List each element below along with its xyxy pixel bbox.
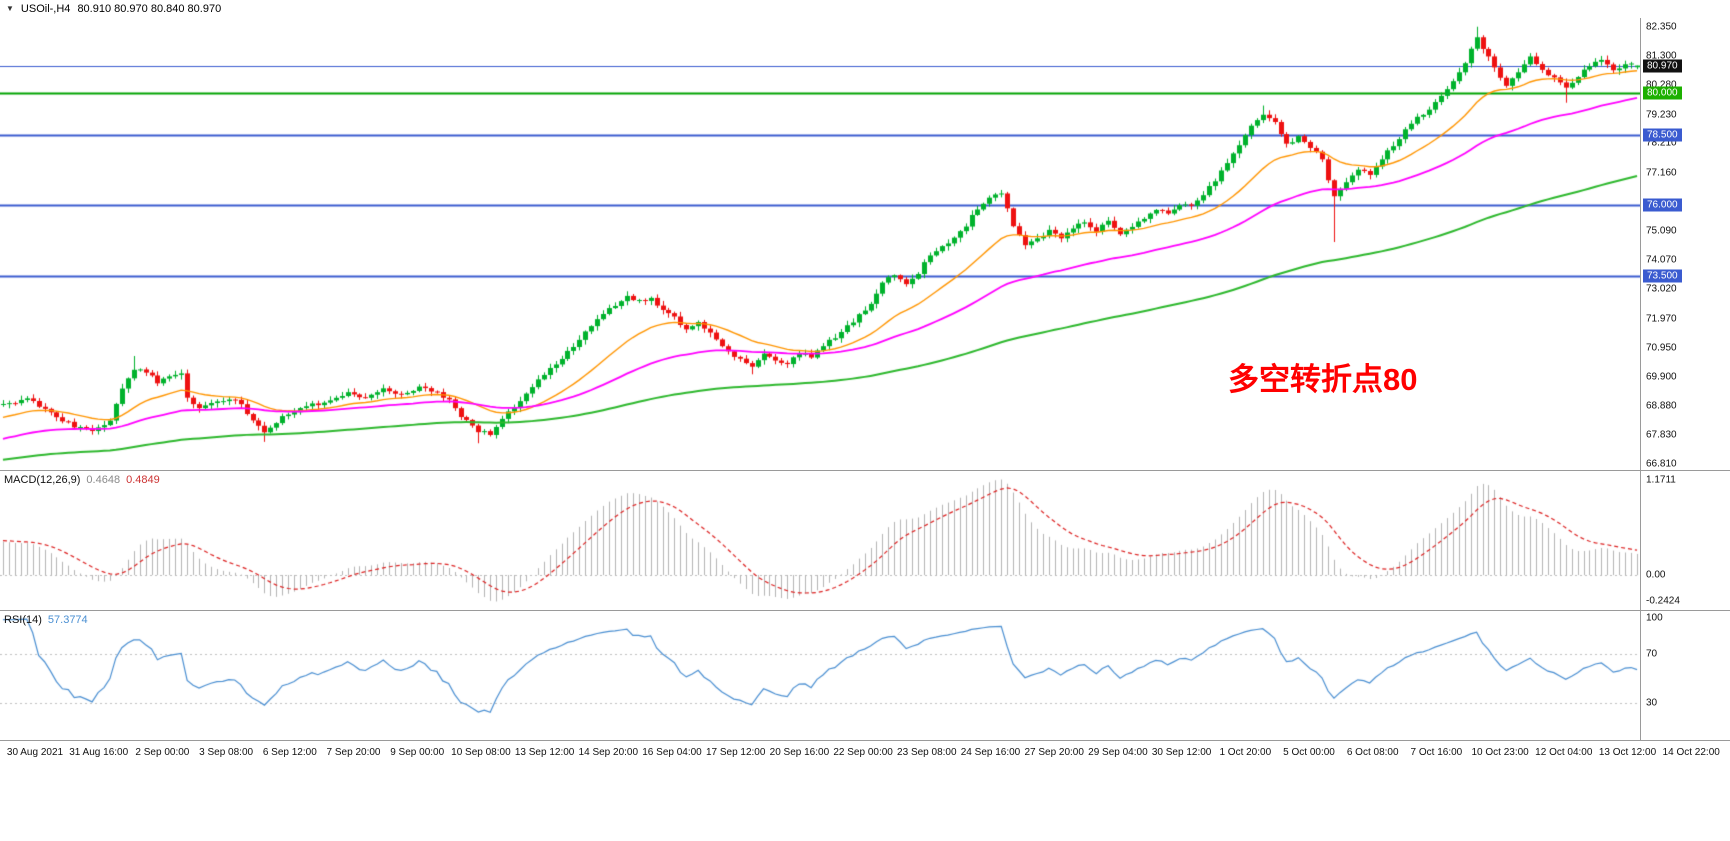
time-axis-label: 27 Sep 20:00 — [1024, 747, 1084, 758]
time-axis-label: 23 Sep 08:00 — [897, 747, 957, 758]
annotation-text[interactable]: 多空转折点80 — [1228, 362, 1418, 397]
time-axis-label: 2 Sep 00:00 — [135, 747, 190, 758]
time-axis-label: 30 Sep 12:00 — [1151, 747, 1212, 758]
rsi-label: RSI(14) — [4, 614, 42, 626]
rsi-axis-label: 30 — [1646, 697, 1658, 709]
rsi-value: 57.3774 — [47, 614, 88, 626]
price-tick: 68.880 — [1646, 400, 1677, 412]
price-level-badge: 80.970 — [1643, 59, 1682, 73]
rsi-pane: RSI(14) 57.3774 100 70 30 — [0, 610, 1730, 740]
macd-axis-label: -0.2424 — [1646, 595, 1680, 607]
time-axis-label: 30 Aug 2021 — [6, 747, 64, 758]
macd-label: MACD(12,26,9) — [4, 474, 81, 486]
macd-chart-canvas[interactable] — [0, 471, 1640, 610]
time-axis-label: 6 Oct 08:00 — [1346, 747, 1399, 758]
time-axis-label: 7 Oct 16:00 — [1410, 747, 1463, 758]
price-level-badge: 80.000 — [1643, 86, 1682, 100]
price-tick: 75.090 — [1646, 225, 1677, 237]
price-level-badge: 78.500 — [1643, 128, 1682, 142]
time-axis-label: 3 Sep 08:00 — [199, 747, 254, 758]
time-axis-label: 14 Oct 22:00 — [1662, 747, 1720, 758]
price-tick: 80.280 — [1646, 79, 1677, 91]
time-axis-label: 31 Aug 16:00 — [69, 747, 129, 758]
price-tick: 70.950 — [1646, 342, 1677, 354]
rsi-header: RSI(14) 57.3774 — [4, 614, 94, 626]
price-tick: 67.830 — [1646, 429, 1677, 441]
macd-header: MACD(12,26,9) 0.4648 0.4849 — [4, 474, 166, 486]
macd-main-value: 0.4648 — [86, 474, 121, 486]
time-axis-label: 16 Sep 04:00 — [642, 747, 702, 758]
macd-axis-label: 0.00 — [1646, 569, 1666, 581]
price-tick: 81.300 — [1646, 50, 1677, 62]
symbol-dropdown-icon[interactable]: ▼ — [6, 4, 14, 13]
time-axis-label: 10 Oct 23:00 — [1471, 747, 1529, 758]
price-tick: 69.900 — [1646, 371, 1677, 383]
time-axis-label: 20 Sep 16:00 — [769, 747, 830, 758]
time-axis-label: 1 Oct 20:00 — [1219, 747, 1272, 758]
time-axis-label: 22 Sep 00:00 — [833, 747, 893, 758]
price-level-badge: 76.000 — [1643, 198, 1682, 212]
price-level-badge: 73.500 — [1643, 269, 1682, 283]
price-tick: 71.970 — [1646, 313, 1677, 325]
time-axis-label: 17 Sep 12:00 — [705, 747, 766, 758]
chart-header: ▼ USOil-,H4 80.910 80.970 80.840 80.970 — [0, 0, 1730, 18]
rsi-chart-canvas[interactable] — [0, 611, 1640, 740]
time-axis[interactable]: 30 Aug 2021 31 Aug 16:00 2 Sep 00:00 3 Sep … — [0, 740, 1730, 766]
price-tick: 79.230 — [1646, 109, 1677, 121]
price-tick: 82.350 — [1646, 21, 1677, 33]
time-axis-label: 7 Sep 20:00 — [326, 747, 381, 758]
price-tick: 66.810 — [1646, 458, 1677, 470]
time-axis-label: 12 Oct 04:00 — [1535, 747, 1593, 758]
symbol-period-label: USOil-,H4 — [20, 3, 71, 15]
time-axis-label: 5 Oct 00:00 — [1283, 747, 1335, 758]
time-axis-label: 13 Sep 12:00 — [514, 747, 575, 758]
time-axis-label: 14 Sep 20:00 — [578, 747, 639, 758]
macd-axis-label: 1.1711 — [1646, 474, 1676, 486]
rsi-axis[interactable]: 100 70 30 — [1640, 611, 1730, 740]
macd-axis[interactable]: 1.1711 0.00 -0.2424 — [1640, 471, 1730, 610]
time-axis-label: 13 Oct 12:00 — [1598, 747, 1657, 758]
rsi-axis-label: 100 — [1646, 612, 1663, 624]
rsi-axis-label: 70 — [1646, 648, 1658, 660]
price-axis[interactable]: 82.350 81.300 80.280 79.230 78.210 77.160 75.0… — [1640, 18, 1730, 470]
time-axis-label: 24 Sep 16:00 — [960, 747, 1021, 758]
price-tick: 73.020 — [1646, 283, 1677, 295]
time-axis-label: 9 Sep 00:00 — [390, 747, 445, 758]
price-chart-canvas[interactable] — [0, 18, 1640, 470]
ohlc-values: 80.910 80.970 80.840 80.970 — [77, 3, 222, 15]
price-tick: 78.210 — [1646, 137, 1677, 149]
price-tick: 77.160 — [1646, 167, 1677, 179]
time-axis-label: 10 Sep 08:00 — [451, 747, 511, 758]
time-axis-label: 29 Sep 04:00 — [1088, 747, 1148, 758]
macd-signal-value: 0.4849 — [126, 474, 160, 486]
price-tick: 74.070 — [1646, 254, 1677, 266]
time-axis-label: 6 Sep 12:00 — [262, 747, 317, 758]
macd-pane: MACD(12,26,9) 0.4648 0.4849 1.1711 0.00 -0.2… — [0, 470, 1730, 610]
price-pane: 82.350 81.300 80.280 79.230 78.210 77.160 75.0… — [0, 18, 1730, 470]
